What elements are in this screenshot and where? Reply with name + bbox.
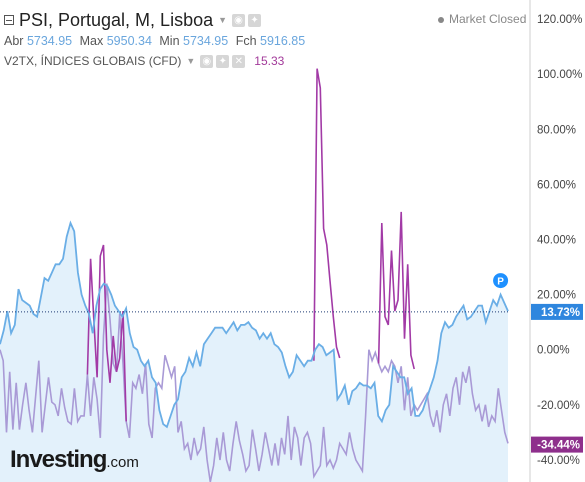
v2tx-line bbox=[0, 283, 509, 482]
psi-area bbox=[0, 223, 508, 482]
collapse-icon[interactable] bbox=[4, 15, 14, 25]
eye-icon[interactable]: ◉ bbox=[200, 54, 214, 68]
ohlc-low-label: Min bbox=[159, 34, 180, 48]
indicator-name: V2TX, ÍNDICES GLOBAIS (CFD) bbox=[4, 54, 182, 68]
psi-line bbox=[0, 220, 509, 429]
ohlc-open-label: Abr bbox=[4, 34, 24, 48]
status-dot-icon bbox=[438, 16, 444, 23]
last-value-label: -34.44% bbox=[537, 440, 580, 452]
y-tick-label: 20.00% bbox=[537, 290, 576, 302]
ohlc-readout: Abr 5734.95 Max 5950.34 Min 5734.95 Fch … bbox=[4, 34, 309, 48]
eye-icon[interactable]: ◉ bbox=[232, 13, 246, 27]
logo-suffix: .com bbox=[106, 454, 139, 471]
indicator-value: 15.33 bbox=[254, 54, 285, 68]
gear-icon[interactable]: ✦ bbox=[216, 54, 230, 68]
y-tick-label: 100.00% bbox=[537, 69, 582, 81]
last-value-badge bbox=[531, 303, 583, 320]
ohlc-high-value: 5950.34 bbox=[106, 34, 152, 48]
ohlc-close-value: 5916.85 bbox=[260, 34, 306, 48]
marker-dot bbox=[493, 273, 509, 289]
ohlc-close-label: Fch bbox=[235, 34, 257, 48]
logo-name: Investing bbox=[10, 446, 107, 473]
ohlc-low-value: 5734.95 bbox=[183, 34, 229, 48]
investing-logo[interactable]: Investing.com bbox=[10, 446, 139, 474]
y-tick-label: 40.00% bbox=[537, 235, 576, 247]
y-tick-label: 60.00% bbox=[537, 179, 576, 191]
y-axis: 120.00% 100.00% 80.00% 60.00% 40.00% 20.00% 0.… bbox=[529, 0, 583, 482]
market-status: Market Closed bbox=[438, 12, 526, 26]
plot-area: P bbox=[0, 68, 509, 482]
y-tick-label: -40.00% bbox=[537, 455, 580, 467]
y-tick-label: -20.00% bbox=[537, 400, 580, 412]
ohlc-high-label: Max bbox=[79, 34, 104, 48]
last-value-badge bbox=[531, 436, 583, 453]
y-tick-label: 120.00% bbox=[537, 14, 582, 26]
close-icon[interactable]: ✕ bbox=[232, 54, 246, 68]
indicator-legend: V2TX, ÍNDICES GLOBAIS (CFD) ▼ ◉ ✦ ✕ 15.3… bbox=[4, 53, 284, 69]
marker-label: P bbox=[497, 277, 504, 288]
y-tick-label: 80.00% bbox=[537, 124, 576, 136]
gear-icon[interactable]: ✦ bbox=[248, 13, 262, 27]
v2tx-spike-2 bbox=[313, 68, 341, 361]
chevron-down-icon[interactable]: ▼ bbox=[186, 56, 196, 66]
instrument-title: PSI, Portugal, M, Lisboa bbox=[19, 9, 214, 30]
last-value-label: 13.73% bbox=[541, 307, 580, 319]
v2tx-spike-3 bbox=[377, 211, 415, 370]
chevron-down-icon[interactable]: ▼ bbox=[218, 15, 228, 25]
chart-header: PSI, Portugal, M, Lisboa ▼ ◉ ✦ bbox=[4, 8, 264, 32]
ohlc-open-value: 5734.95 bbox=[26, 34, 73, 48]
y-tick-label: 0.00% bbox=[537, 345, 570, 357]
market-status-text: Market Closed bbox=[449, 12, 527, 26]
